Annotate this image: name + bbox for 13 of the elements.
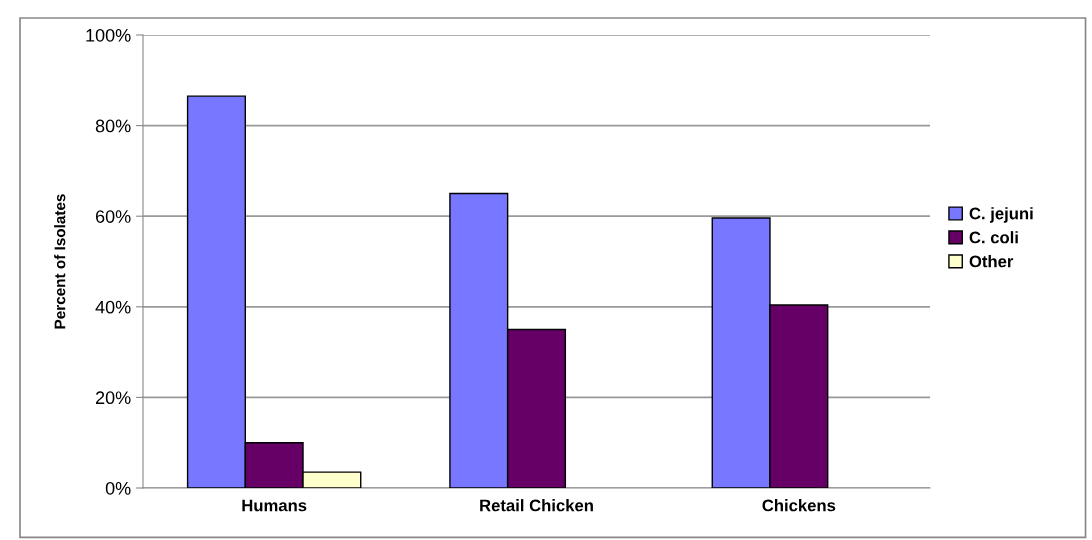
x-tick-label: Retail Chicken [480,499,593,512]
legend-label: C. coli [969,231,1018,244]
y-tick-label: 40% [95,300,131,314]
y-tick-label: 0% [105,481,131,495]
x-tick-label: Humans [242,499,307,512]
y-tick-label: 20% [95,391,131,405]
legend-label: Other [969,255,1014,268]
y-tick-label: 60% [95,210,131,223]
y-tick-label: 100% [86,28,131,42]
x-tick-label: Chickens [762,499,836,512]
y-tick-label: 80% [95,119,131,133]
legend-label: C. jejuni [969,207,1033,223]
y-axis-title: Percent of Isolates [54,194,66,329]
